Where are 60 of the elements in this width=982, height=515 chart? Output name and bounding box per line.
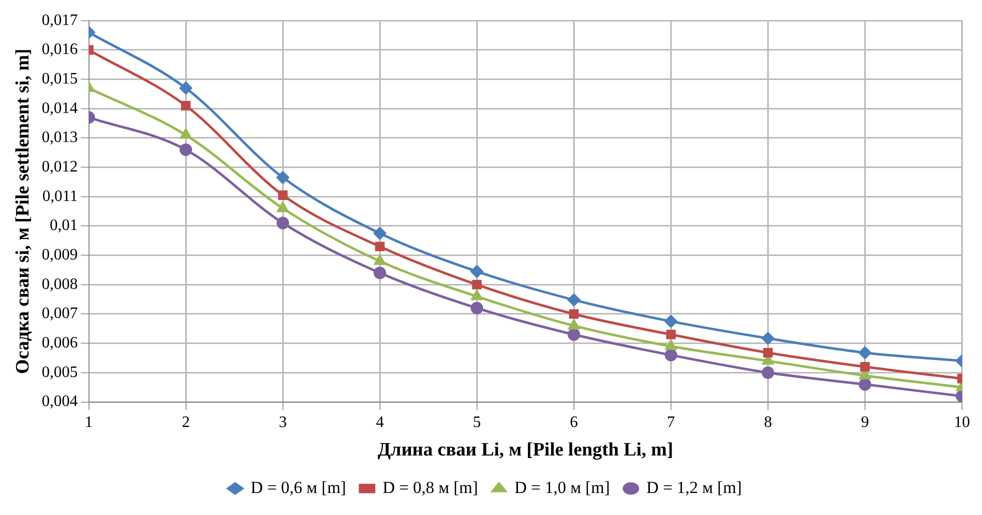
point	[762, 366, 774, 379]
point	[470, 265, 484, 278]
point	[374, 254, 386, 265]
y-tick-label: 0,014	[42, 100, 78, 117]
y-tick-label: 0,009	[42, 246, 78, 264]
point	[470, 302, 484, 314]
x-tick-label: 10	[954, 414, 970, 431]
point	[664, 348, 678, 362]
x-tick-label: 1	[84, 414, 93, 431]
point	[860, 362, 870, 372]
point	[568, 319, 580, 330]
x-tick-label: 4	[376, 414, 384, 431]
point	[181, 100, 191, 110]
point	[858, 346, 872, 359]
point	[276, 171, 290, 184]
y-tick-label: 0,01	[50, 217, 78, 234]
point	[665, 340, 677, 350]
point	[374, 227, 386, 240]
y-axis-title: Осадка сваи si, м [Pile settlement si, m]	[12, 48, 34, 374]
legend-label: D = 1,0 м [m]	[514, 478, 610, 497]
point	[276, 216, 290, 230]
legend-label: D = 0,6 м [m]	[250, 478, 346, 497]
point	[374, 266, 386, 280]
x-tick-label: 2	[182, 414, 190, 431]
point	[471, 290, 482, 300]
point	[278, 190, 288, 200]
point	[568, 294, 580, 306]
x-axis-title: Длина сваи Li, м [Pile length Li, m]	[378, 440, 674, 461]
y-tick-label: 0,015	[42, 70, 78, 88]
y-tick-label: 0,007	[42, 305, 78, 322]
point	[763, 348, 773, 358]
y-tick-label: 0,017	[42, 12, 78, 29]
y-tick-label: 0,012	[42, 158, 78, 176]
x-tick-label: 5	[472, 414, 481, 431]
point	[277, 202, 288, 212]
point	[666, 330, 676, 340]
point	[180, 128, 192, 139]
x-tick-label: 7	[666, 414, 675, 431]
point	[664, 315, 678, 328]
x-tick-label: 3	[278, 414, 287, 431]
x-tick-label: 6	[570, 414, 578, 431]
point	[180, 143, 192, 156]
point	[180, 82, 192, 94]
point	[858, 378, 872, 391]
legend-label: D = 1,2 м [m]	[646, 478, 742, 497]
y-tick-label: 0,016	[42, 41, 78, 58]
point	[569, 309, 579, 319]
y-tick-label: 0,004	[42, 393, 78, 410]
legend-label: D = 0,8 м [m]	[382, 478, 478, 497]
point	[762, 332, 774, 345]
y-tick-label: 0,006	[42, 334, 78, 352]
y-tick-label: 0,008	[42, 276, 78, 293]
x-tick-label: 8	[764, 414, 772, 431]
y-tick-label: 0,005	[42, 364, 78, 381]
point	[472, 280, 482, 290]
x-tick-label: 9	[860, 414, 869, 431]
point	[375, 242, 385, 252]
y-tick-label: 0,011	[42, 188, 78, 205]
point	[568, 328, 580, 341]
y-tick-label: 0,013	[42, 129, 78, 146]
